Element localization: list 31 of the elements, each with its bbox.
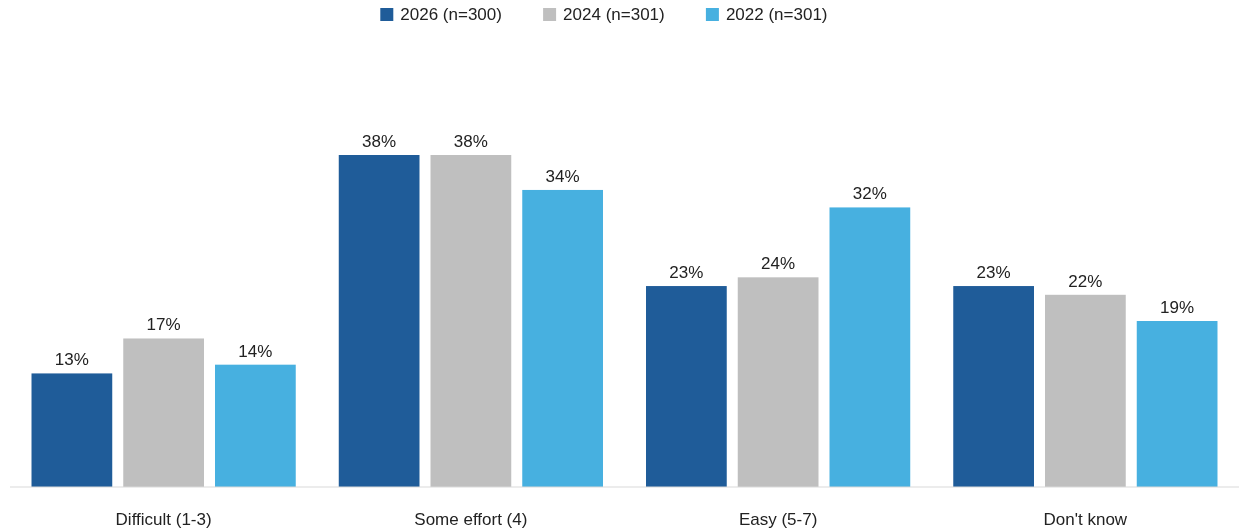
data-label: 38% xyxy=(362,132,397,151)
bar xyxy=(646,286,727,487)
bar xyxy=(522,189,603,487)
data-label: 32% xyxy=(852,184,887,204)
data-label: 34% xyxy=(545,166,580,186)
bar xyxy=(953,286,1034,487)
x-tick-label: Difficult (1-3) xyxy=(115,510,212,529)
bar xyxy=(31,373,113,487)
legend-label: 2024 (n=301) xyxy=(563,5,665,24)
bar xyxy=(1136,321,1218,487)
data-label: 23% xyxy=(976,263,1011,283)
data-label: 14% xyxy=(238,341,273,361)
bar xyxy=(430,155,512,487)
data-label: 38% xyxy=(453,132,488,151)
legend-label: 2022 (n=301) xyxy=(725,5,828,24)
x-tick-label: Some effort (4) xyxy=(414,510,528,529)
data-label: 23% xyxy=(669,263,704,283)
bar xyxy=(737,277,819,487)
bar xyxy=(215,364,296,487)
bar xyxy=(829,207,911,487)
data-label: 17% xyxy=(146,315,181,335)
legend-label: 2026 (n=300) xyxy=(400,5,502,24)
bar xyxy=(1045,294,1126,487)
x-tick-label: Easy (5-7) xyxy=(738,510,818,529)
data-label: 24% xyxy=(761,254,796,274)
x-tick-label: Don't know xyxy=(1043,510,1128,529)
data-label: 22% xyxy=(1068,271,1103,291)
bar xyxy=(123,338,204,487)
bar xyxy=(338,155,420,487)
data-label: 13% xyxy=(54,350,89,370)
data-label: 19% xyxy=(1160,298,1195,317)
